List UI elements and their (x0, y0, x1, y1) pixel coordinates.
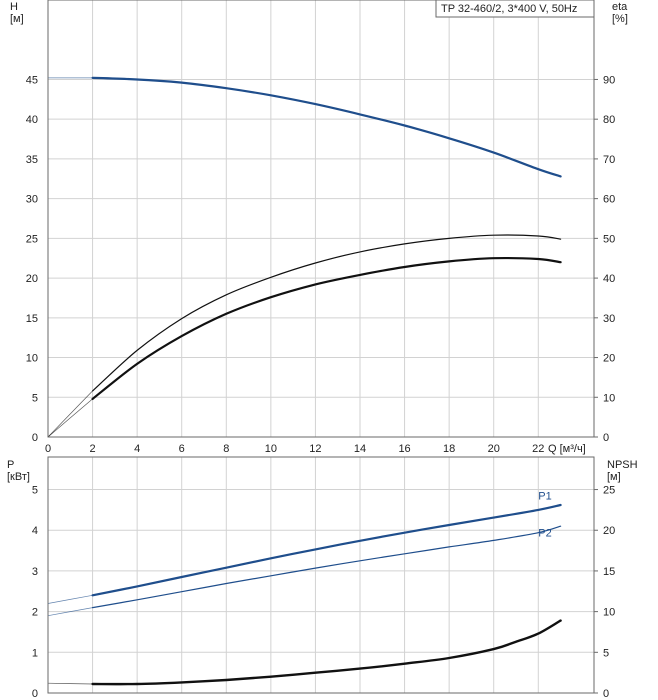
x-tick-label: 20 (488, 443, 500, 455)
top-y-tick-label: 5 (32, 392, 38, 404)
x-tick-label: 14 (354, 443, 366, 455)
top-chart-series (47, 76, 562, 438)
top-y-tick-label: 10 (26, 353, 38, 365)
x-tick-label: 16 (398, 443, 410, 455)
x-tick-label: 22 (532, 443, 544, 455)
bottom-series-1-extension (47, 607, 93, 617)
bottom-series-1-line (92, 525, 562, 609)
x-tick-label: 6 (179, 443, 185, 455)
top-series-1-line (92, 234, 562, 392)
bottom-y2-tick-label: 5 (603, 647, 609, 659)
top-series-2-extension (47, 398, 93, 438)
top-y-tick-label: 20 (26, 273, 38, 285)
top-y2-tick-label: 0 (603, 432, 609, 444)
x-axis-label: Q [м³/ч] (548, 443, 586, 455)
bottom-y2-tick-label: 10 (603, 607, 615, 619)
top-y-tick-label: 30 (26, 194, 38, 206)
top-chart-ticks: 0 2 4 6 8 10 12 14 16 18 20 22 0 5 10 15 20 25 30 35 40 45 0 10… (26, 74, 616, 455)
top-y-tick-label: 35 (26, 154, 38, 166)
bottom-y2-tick-label: 0 (603, 688, 609, 700)
top-y2-tick-label: 70 (603, 154, 615, 166)
top-y-tick-label: 25 (26, 233, 38, 245)
top-y2-tick-label: 40 (603, 273, 615, 285)
bottom-y2-tick-label: 15 (603, 566, 615, 578)
top-series-0-line (91, 76, 562, 178)
bottom-series-2-line (91, 619, 562, 686)
top-y-axis-label: H [м] (10, 1, 24, 25)
bottom-chart-ticks: 0 1 2 3 4 5 0 5 10 15 20 25 (32, 485, 615, 700)
top-chart-frame (47, 0, 595, 438)
x-tick-label: 2 (90, 443, 96, 455)
top-series-2-line (91, 256, 562, 400)
top-y2-tick-label: 20 (603, 353, 615, 365)
bottom-chart-grid (48, 457, 594, 693)
bottom-y-tick-label: 2 (32, 607, 38, 619)
bottom-y-tick-label: 5 (32, 485, 38, 497)
series-label-p1: P1 (538, 491, 551, 503)
top-y2-tick-label: 80 (603, 114, 615, 126)
bottom-y2-axis-label: NPSH [м] (607, 459, 638, 483)
bottom-y-tick-label: 3 (32, 566, 38, 578)
bottom-chart-frame (47, 456, 595, 694)
bottom-y2-tick-label: 25 (603, 485, 615, 497)
chart-title: TP 32-460/2, 3*400 V, 50Hz (441, 3, 577, 15)
bottom-y-tick-label: 4 (32, 525, 38, 537)
x-tick-label: 0 (45, 443, 51, 455)
x-tick-label: 12 (309, 443, 321, 455)
bottom-y2-tick-label: 20 (603, 525, 615, 537)
x-tick-label: 8 (223, 443, 229, 455)
bottom-series-0-extension (47, 594, 93, 604)
bottom-y-tick-label: 0 (32, 688, 38, 700)
x-tick-label: 18 (443, 443, 455, 455)
bottom-y-tick-label: 1 (32, 647, 38, 659)
chart-title-box (435, 0, 595, 18)
top-y2-tick-label: 60 (603, 194, 615, 206)
bottom-y-axis-label: P [кВт] (7, 459, 30, 483)
top-y-tick-label: 40 (26, 114, 38, 126)
top-y2-tick-label: 50 (603, 233, 615, 245)
bottom-chart-series: P1 P2 (47, 491, 562, 686)
top-series-1-extension (47, 390, 93, 438)
top-chart-grid (48, 0, 594, 437)
bottom-series-2-extension (47, 682, 93, 685)
series-label-p2: P2 (538, 527, 551, 539)
top-y-tick-label: 15 (26, 313, 38, 325)
top-y2-tick-label: 90 (603, 74, 615, 86)
top-y-tick-label: 0 (32, 432, 38, 444)
top-y-tick-label: 45 (26, 74, 38, 86)
x-tick-label: 10 (265, 443, 277, 455)
bottom-series-0-line (91, 503, 562, 597)
top-y2-tick-label: 30 (603, 313, 615, 325)
top-y2-tick-label: 10 (603, 392, 615, 404)
x-tick-label: 4 (134, 443, 140, 455)
top-y2-axis-label: eta [%] (612, 1, 628, 25)
